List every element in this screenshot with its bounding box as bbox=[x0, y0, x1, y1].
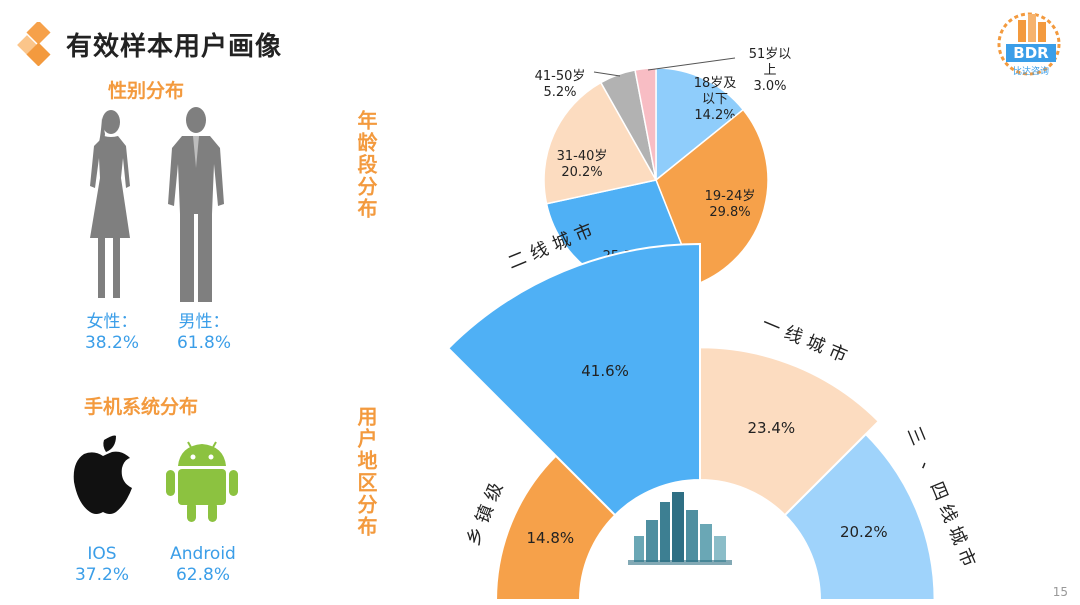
pie-slice bbox=[543, 81, 658, 205]
ios-value: 37.2% bbox=[74, 565, 129, 585]
male-stat: 男性： 61.8% bbox=[164, 312, 244, 354]
region-value-label: 23.4% bbox=[747, 419, 795, 437]
logo-graphic bbox=[997, 12, 1061, 76]
pie-leader-line bbox=[593, 71, 621, 77]
pie-label: 41-50岁 5.2% bbox=[535, 69, 586, 100]
android-label: Android bbox=[170, 544, 236, 564]
android-icon bbox=[166, 441, 238, 522]
female-stat: 女性： 38.2% bbox=[72, 312, 152, 354]
male-value: 61.8% bbox=[176, 333, 231, 353]
android-stat: Android 62.8% bbox=[160, 544, 246, 586]
region-section-title: 用户地区分布 bbox=[354, 406, 378, 538]
ios-label: IOS bbox=[87, 544, 117, 564]
region-value-label: 14.8% bbox=[527, 529, 575, 547]
region-bar bbox=[783, 432, 936, 601]
page-title: 有效样本用户画像 bbox=[66, 32, 283, 62]
male-silhouette-icon bbox=[168, 107, 224, 302]
apple-icon bbox=[73, 435, 132, 514]
region-value-label: 41.6% bbox=[581, 362, 629, 380]
female-label: 女性： bbox=[86, 312, 138, 332]
pie-label: 18岁及以下 14.2% bbox=[694, 76, 737, 123]
logo-text: BDR bbox=[1006, 44, 1056, 62]
ios-stat: IOS 37.2% bbox=[62, 544, 142, 586]
logo-subtext: 比达咨询 bbox=[1012, 67, 1049, 77]
pie-leader-line bbox=[647, 57, 736, 71]
age-section-title: 年龄段分布 bbox=[354, 110, 378, 220]
pie-label: 31-40岁 20.2% bbox=[557, 149, 608, 180]
pie-slice bbox=[655, 108, 769, 286]
female-value: 38.2% bbox=[84, 333, 139, 353]
region-bar bbox=[699, 346, 881, 517]
region-category-label: 乡镇级 bbox=[463, 474, 510, 549]
pie-label: 51岁以上 3.0% bbox=[749, 47, 792, 94]
page-number: 15 bbox=[1052, 585, 1068, 599]
pie-label: 19-24岁 29.8% bbox=[705, 189, 756, 220]
region-bar bbox=[495, 454, 617, 601]
city-skyline-icon bbox=[628, 492, 732, 565]
female-silhouette-icon bbox=[90, 110, 130, 298]
title-diamond-icon bbox=[17, 22, 51, 66]
region-value-label: 20.2% bbox=[840, 523, 888, 541]
bdr-logo: BDR 比达咨询 bbox=[994, 8, 1064, 80]
pie-slice bbox=[634, 67, 657, 181]
os-section-title: 手机系统分布 bbox=[84, 396, 199, 418]
region-bar bbox=[446, 242, 701, 517]
gender-section-title: 性别分布 bbox=[108, 80, 185, 102]
male-label: 男性： bbox=[178, 312, 230, 332]
android-value: 62.8% bbox=[175, 565, 230, 585]
